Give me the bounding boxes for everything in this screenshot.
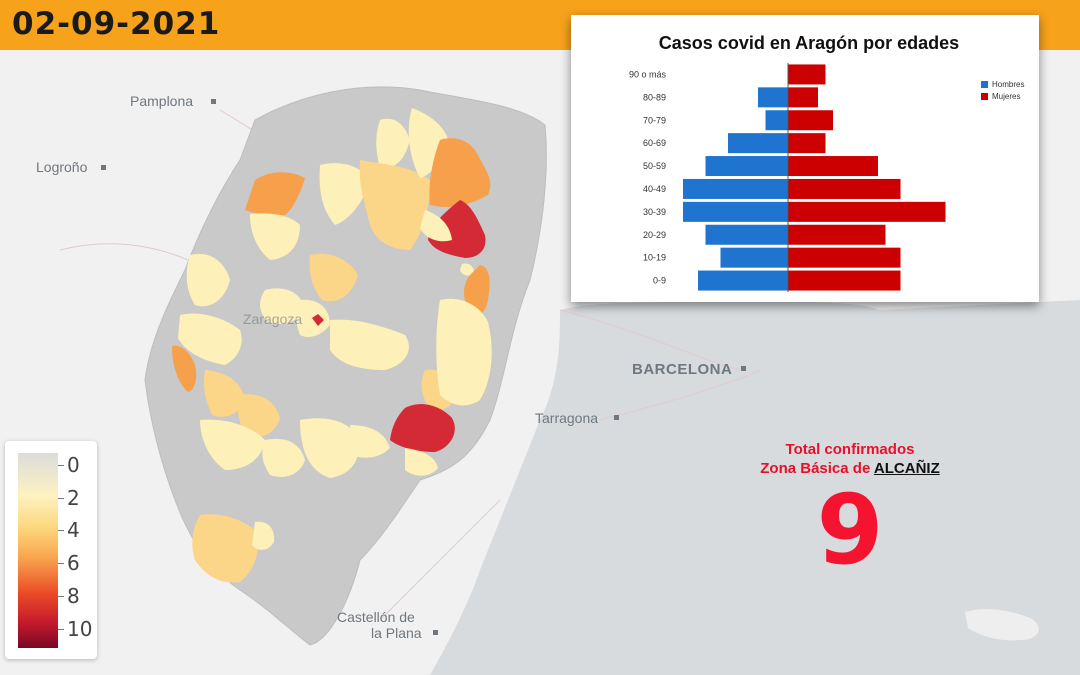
total-zone-prefix: Zona Básica de — [760, 460, 874, 477]
bar-mujeres — [788, 110, 833, 131]
city-dot-tarragona — [614, 415, 619, 420]
city-label-tarragona: Tarragona — [535, 410, 598, 426]
total-confirmed-block: Total confirmados Zona Básica de ALCAÑIZ… — [740, 440, 960, 580]
city-label-castellon-1: Castellón de — [337, 609, 415, 625]
city-label-zaragoza: Zaragoza — [243, 311, 302, 327]
districts — [172, 108, 492, 583]
total-zone-town: ALCAÑIZ — [873, 460, 940, 477]
legend-label-8: 8 — [67, 584, 80, 608]
bar-hombres — [765, 110, 788, 131]
city-label-castellon-2: la Plana — [371, 625, 422, 641]
color-scale-gradient — [18, 453, 58, 648]
bar-hombres — [698, 270, 788, 291]
age-pyramid-chart: Casos covid en Aragón por edades 90 o má… — [629, 33, 1024, 292]
legend-label-hombres: Hombres — [992, 80, 1024, 89]
bar-mujeres — [788, 224, 886, 245]
age-tick-label: 70-79 — [643, 115, 666, 125]
bar-mujeres — [788, 64, 826, 85]
bar-hombres — [683, 178, 788, 199]
city-dot-logrono — [101, 165, 106, 170]
age-tick-label: 10-19 — [643, 253, 666, 263]
bar-mujeres — [788, 247, 901, 268]
island-shape — [965, 609, 1039, 641]
legend-tick — [58, 563, 64, 564]
bar-mujeres — [788, 270, 901, 291]
age-tick-label: 20-29 — [643, 230, 666, 240]
bar-mujeres — [788, 156, 878, 177]
bar-mujeres — [788, 87, 818, 108]
legend-tick — [58, 465, 64, 466]
bar-hombres — [683, 201, 788, 222]
date-label: 02-09-2021 — [12, 6, 221, 42]
bar-hombres — [705, 156, 788, 177]
zaragoza-marker — [312, 314, 324, 326]
city-dot-castellon — [433, 630, 438, 635]
age-tick-label: 90 o más — [629, 69, 667, 79]
total-confirmed-value: 9 — [816, 474, 884, 586]
chart-title: Casos covid en Aragón por edades — [659, 33, 959, 53]
total-title: Total confirmados — [785, 441, 915, 458]
legend-swatch-hombres — [981, 81, 988, 88]
age-tick-label: 80-89 — [643, 92, 666, 102]
roads — [59, 109, 761, 621]
city-label-barcelona: BARCELONA — [632, 361, 732, 378]
legend-label-2: 2 — [67, 486, 80, 510]
bar-hombres — [705, 224, 788, 245]
legend-label-10: 10 — [67, 617, 93, 641]
legend-label-mujeres: Mujeres — [992, 92, 1020, 101]
legend-tick — [58, 596, 64, 597]
age-tick-label: 60-69 — [643, 138, 666, 148]
bar-mujeres — [788, 201, 946, 222]
city-dot-pamplona — [211, 99, 216, 104]
total-zone-line: Zona Básica de ALCAÑIZ — [740, 459, 960, 478]
age-tick-label: 40-49 — [643, 184, 666, 194]
city-label-logrono: Logroño — [36, 159, 88, 175]
legend-tick — [58, 629, 64, 630]
legend-label-4: 4 — [67, 518, 80, 542]
age-tick-label: 30-39 — [643, 207, 666, 217]
legend-tick — [58, 530, 64, 531]
sea — [430, 294, 1080, 675]
age-tick-label: 0-9 — [653, 276, 666, 286]
age-pyramid-panel: Casos covid en Aragón por edades 90 o má… — [571, 15, 1039, 302]
legend-label-6: 6 — [67, 551, 80, 575]
age-tick-label: 50-59 — [643, 161, 666, 171]
city-label-pamplona: Pamplona — [130, 93, 193, 109]
bar-hombres — [720, 247, 788, 268]
bar-hombres — [758, 87, 788, 108]
bar-mujeres — [788, 178, 901, 199]
bar-hombres — [728, 133, 788, 154]
legend-label-0: 0 — [67, 453, 80, 477]
color-scale-legend: 0 2 4 6 8 10 — [5, 441, 97, 659]
legend-swatch-mujeres — [981, 93, 988, 100]
legend-tick — [58, 498, 64, 499]
city-dot-barcelona — [741, 366, 746, 371]
bar-mujeres — [788, 133, 826, 154]
